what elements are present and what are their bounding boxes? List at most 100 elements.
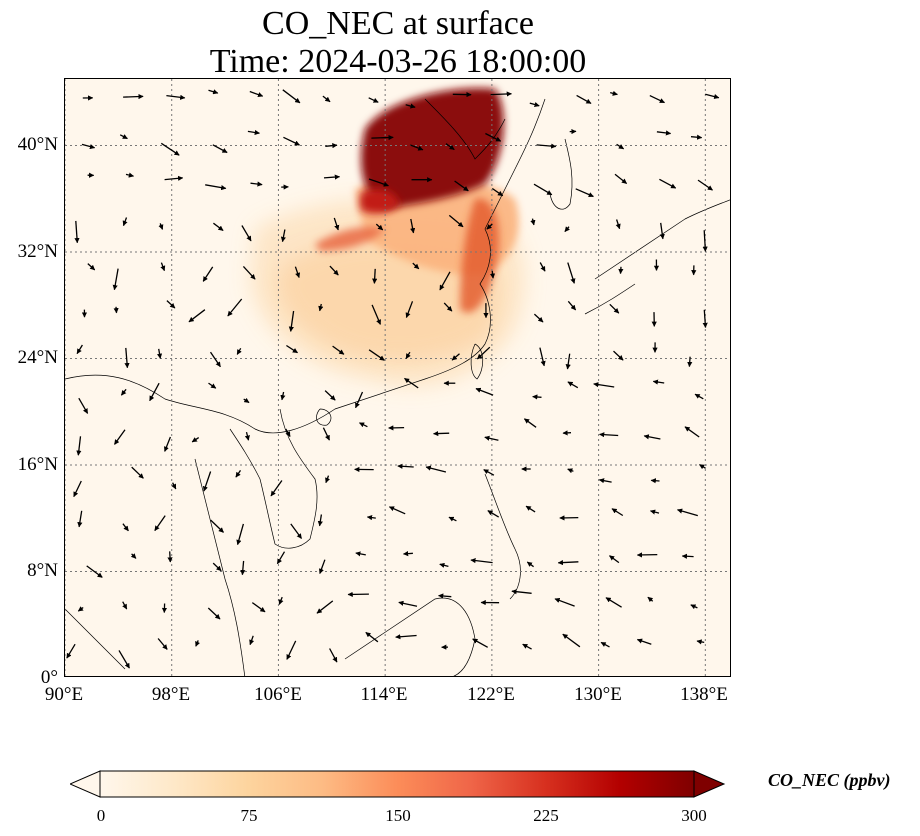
wind-arrow bbox=[286, 640, 297, 660]
wind-arrow bbox=[167, 551, 173, 563]
wind-arrow bbox=[112, 268, 119, 291]
wind-arrow bbox=[329, 265, 339, 276]
wind-arrow bbox=[616, 143, 625, 150]
wind-arrow bbox=[372, 268, 378, 284]
wind-arrow bbox=[208, 382, 217, 389]
wind-arrow bbox=[475, 387, 494, 396]
wind-arrow bbox=[647, 596, 654, 603]
wind-arrow bbox=[433, 430, 450, 437]
wind-arrow bbox=[166, 300, 176, 309]
wind-arrow bbox=[649, 509, 660, 515]
wind-arrow bbox=[490, 91, 512, 97]
map-canvas bbox=[65, 79, 730, 676]
wind-arrow bbox=[652, 379, 665, 385]
wind-arrow bbox=[371, 134, 394, 141]
wind-arrow bbox=[405, 301, 414, 318]
wind-arrow bbox=[554, 597, 575, 607]
colorbar-gradient bbox=[99, 770, 695, 798]
wind-arrow bbox=[249, 635, 255, 646]
lon-tick-90e: 90°E bbox=[44, 684, 84, 705]
wind-arrow bbox=[325, 475, 330, 484]
wind-arrow bbox=[250, 181, 263, 187]
wind-arrow bbox=[286, 344, 298, 354]
wind-arrow bbox=[154, 515, 166, 532]
colorbar-tick-75: 75 bbox=[240, 806, 258, 825]
wind-arrow bbox=[318, 559, 326, 574]
wind-arrow bbox=[405, 351, 411, 359]
wind-arrow bbox=[439, 271, 451, 291]
lat-tick-32n: 32°N bbox=[17, 241, 58, 262]
wind-arrow bbox=[618, 266, 624, 275]
wind-arrow bbox=[120, 388, 127, 396]
wind-arrow bbox=[697, 179, 713, 191]
wind-arrow bbox=[567, 381, 579, 389]
lon-tick-106e: 106°E bbox=[254, 684, 302, 705]
wind-arrow bbox=[705, 93, 720, 100]
colorbar-tick-0: 0 bbox=[96, 806, 106, 825]
wind-arrow bbox=[323, 174, 341, 180]
wind-arrow bbox=[445, 143, 455, 151]
colorbar-extend-low bbox=[70, 770, 101, 798]
colorbar-label: CO_NEC (ppbv) bbox=[768, 770, 891, 790]
wind-arrow bbox=[294, 266, 301, 278]
wind-arrow bbox=[122, 601, 128, 610]
wind-arrow bbox=[598, 478, 612, 484]
wind-arrow bbox=[454, 180, 469, 192]
wind-arrow bbox=[125, 172, 135, 178]
coast-japan-south bbox=[584, 283, 636, 315]
wind-arrow bbox=[472, 638, 489, 648]
wind-arrow bbox=[511, 589, 532, 595]
wind-arrow bbox=[235, 470, 242, 478]
wind-arrow bbox=[659, 222, 665, 240]
wind-arrow bbox=[539, 262, 546, 272]
wind-arrow bbox=[532, 394, 542, 400]
wind-arrow bbox=[690, 604, 698, 610]
wind-arrow bbox=[195, 640, 200, 647]
wind-arrow bbox=[489, 270, 496, 279]
wind-arrow bbox=[77, 510, 83, 528]
wind-arrow bbox=[684, 426, 700, 438]
wind-arrow bbox=[359, 422, 368, 428]
wind-arrow bbox=[244, 431, 250, 441]
wind-arrow bbox=[443, 302, 453, 312]
colorbar-tick-300: 300 bbox=[681, 806, 707, 825]
wind-arrow bbox=[236, 347, 242, 355]
wind-arrow bbox=[333, 217, 340, 231]
wind-arrow bbox=[122, 217, 128, 227]
wind-arrow bbox=[160, 262, 166, 272]
wind-arrow bbox=[76, 344, 83, 355]
wind-arrow bbox=[322, 427, 330, 441]
wind-arrow bbox=[643, 434, 661, 440]
wind-arrow bbox=[562, 633, 581, 648]
wind-arrow bbox=[213, 222, 224, 232]
wind-arrow bbox=[575, 188, 594, 198]
wind-arrow bbox=[202, 471, 212, 492]
wind-arrow bbox=[609, 303, 620, 314]
wind-arrow bbox=[164, 436, 172, 452]
wind-arrow bbox=[694, 393, 704, 400]
wind-arrow bbox=[243, 397, 250, 404]
wind-arrow bbox=[368, 97, 379, 103]
wind-arrow bbox=[122, 523, 129, 532]
wind-arrow bbox=[242, 265, 256, 280]
wind-arrow bbox=[316, 600, 334, 614]
wind-arrow bbox=[74, 220, 80, 244]
wind-arrow bbox=[156, 348, 163, 359]
coast-borneo bbox=[344, 597, 476, 676]
wind-arrow bbox=[166, 94, 186, 100]
wind-arrow bbox=[557, 559, 579, 566]
wind-arrow bbox=[600, 641, 610, 648]
wind-arrow bbox=[278, 596, 284, 605]
wind-arrow bbox=[118, 650, 130, 669]
wind-arrow bbox=[690, 134, 703, 140]
map-title: CO_NEC at surface bbox=[262, 5, 534, 42]
wind-arrow bbox=[355, 551, 366, 557]
wind-arrow bbox=[368, 178, 389, 187]
wind-arrow bbox=[212, 144, 228, 154]
wind-arrow bbox=[212, 562, 222, 572]
wind-arrow bbox=[209, 351, 221, 368]
wind-arrow bbox=[491, 187, 504, 197]
wind-arrow bbox=[659, 178, 677, 189]
wind-arrow bbox=[283, 136, 300, 146]
wind-arrow bbox=[130, 553, 137, 559]
